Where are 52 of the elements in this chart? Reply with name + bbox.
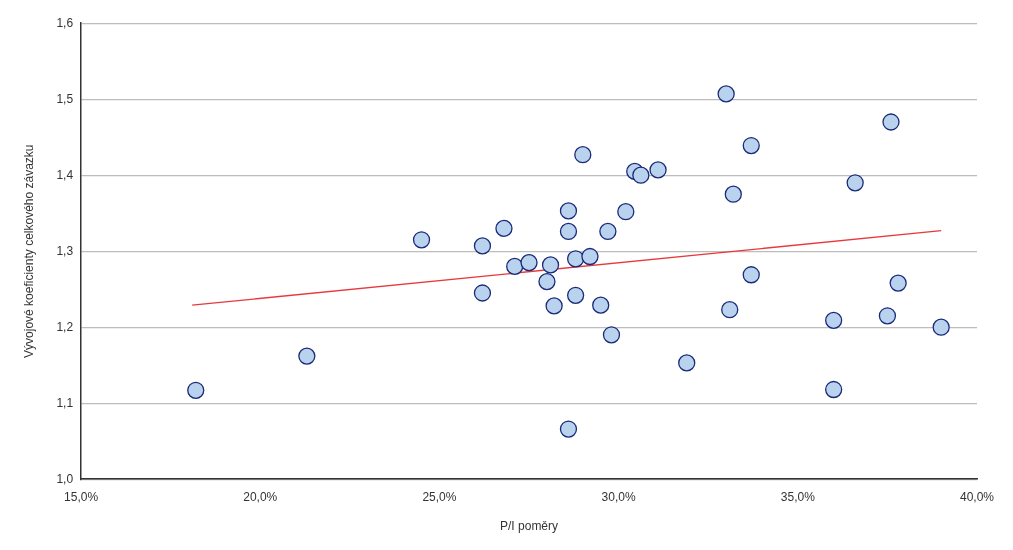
point bbox=[889, 274, 907, 292]
point bbox=[932, 318, 950, 336]
point bbox=[574, 146, 592, 164]
y-axis-title: Vývojové koeficienty celkového závazku bbox=[21, 144, 36, 358]
point bbox=[541, 256, 560, 274]
y-tick-label: 1,6 bbox=[56, 15, 74, 30]
y-tick-label: 1,2 bbox=[56, 319, 74, 334]
point bbox=[187, 381, 205, 399]
point bbox=[545, 297, 563, 315]
x-tick-label: 40,0% bbox=[959, 489, 995, 504]
point bbox=[559, 222, 578, 241]
y-tick-label: 1,3 bbox=[56, 243, 74, 258]
x-tick-label: 15,0% bbox=[64, 489, 99, 504]
point bbox=[742, 136, 760, 155]
x-tick-label: 35,0% bbox=[780, 489, 816, 504]
point bbox=[632, 166, 650, 184]
point bbox=[717, 85, 735, 103]
point bbox=[878, 307, 897, 325]
point bbox=[473, 284, 492, 302]
point bbox=[559, 202, 578, 220]
y-tick-label: 1,1 bbox=[56, 395, 74, 410]
point bbox=[298, 347, 316, 365]
point bbox=[473, 237, 492, 255]
point bbox=[721, 301, 739, 319]
point bbox=[825, 311, 843, 330]
point bbox=[559, 420, 578, 438]
y-tick-label: 1,0 bbox=[56, 471, 74, 486]
x-axis-title: P/I poměry bbox=[500, 519, 559, 534]
point bbox=[520, 253, 538, 272]
x-tick-label: 30,0% bbox=[601, 489, 636, 504]
point bbox=[599, 222, 617, 241]
y-tick-label: 1,4 bbox=[56, 167, 74, 182]
point bbox=[825, 380, 843, 399]
y-tick-label: 1,5 bbox=[56, 91, 74, 106]
point bbox=[678, 354, 696, 372]
point bbox=[649, 161, 667, 179]
x-tick-label: 20,0% bbox=[243, 489, 278, 504]
point bbox=[602, 326, 621, 344]
point bbox=[724, 185, 742, 203]
point bbox=[592, 296, 610, 314]
point bbox=[742, 266, 760, 284]
point bbox=[538, 272, 556, 291]
point bbox=[412, 231, 431, 249]
point bbox=[506, 257, 524, 276]
x-tick-label: 25,0% bbox=[422, 489, 457, 504]
point bbox=[566, 250, 585, 268]
point bbox=[846, 174, 864, 192]
point bbox=[617, 203, 635, 221]
point bbox=[495, 219, 513, 238]
point bbox=[581, 247, 599, 266]
point bbox=[566, 286, 585, 304]
point bbox=[882, 113, 900, 131]
